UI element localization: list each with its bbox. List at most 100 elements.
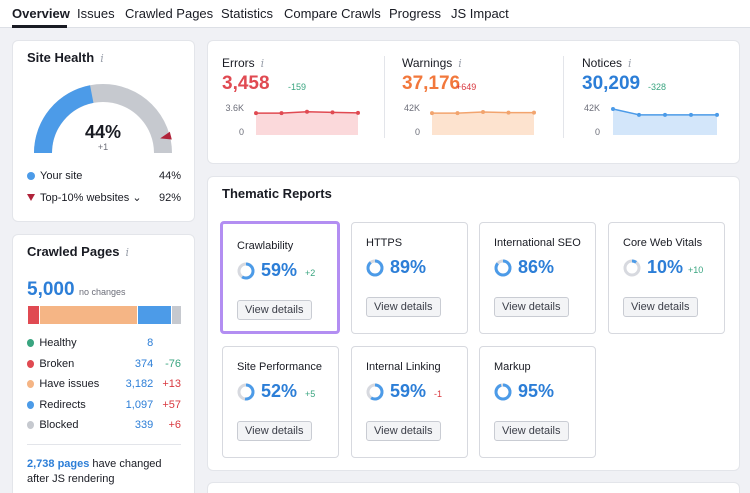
thematic-reports-title: Thematic Reports [222,186,332,201]
page-status-bar [27,306,181,324]
tab-js-impact[interactable]: JS Impact [451,6,509,21]
errors-axis-max: 3.6K [225,103,244,113]
trend-point[interactable] [663,112,667,117]
notices-change: -328 [648,82,667,92]
total-change-note: no changes [79,287,126,297]
notices-axis-max: 42K [583,103,600,113]
progress-ring-icon [366,259,384,277]
tab-statistics[interactable]: Statistics [221,6,274,21]
view-details-button[interactable]: View details [494,297,569,317]
trend-point[interactable] [532,110,536,115]
status-bar-segment [170,306,181,324]
report-core-web-vitals[interactable]: Core Web Vitals 10% +10 View details [608,222,725,334]
trend-point[interactable] [330,110,335,115]
js-rendering-note: 2,738 pages have changed after JS render… [27,458,162,485]
ring-track [623,259,641,277]
status-bar-segment [38,306,137,324]
ring-fill [237,262,255,280]
trend-point[interactable] [715,112,719,117]
report-international-seo[interactable]: International SEO 86% View details [479,222,596,334]
divider [384,56,385,138]
warnings-value[interactable]: 37,176 [402,73,461,94]
notices-value[interactable]: 30,209 [582,73,641,94]
errors-axis-min: 0 [238,127,244,137]
gauge-fill [34,85,94,154]
trend-point[interactable] [506,110,511,115]
issues-metrics-card: Errors i 3,458 -159 3.6K 0 Warnings i 37,1… [207,40,740,164]
errors-trend-chart [254,109,360,135]
trend-point[interactable] [455,111,460,116]
top-sites-marker-icon [160,131,172,140]
green-dot-icon [27,339,35,347]
tab-crawled-pages[interactable]: Crawled Pages [125,6,214,21]
progress-ring-icon [366,383,384,401]
errors-label: Errors i [222,56,265,70]
site-health-value: 44% [84,122,122,142]
warnings-label: Warnings i [402,56,462,70]
status-row-healthy[interactable]: Healthy 8 [27,337,181,349]
trend-area [432,112,534,135]
trend-point[interactable] [279,111,284,116]
status-row-broken[interactable]: Broken 374 -76 [27,358,181,370]
report-site-performance[interactable]: Site Performance 52% +5 View details [222,346,339,458]
red-dot-icon [27,360,35,368]
status-bar-segment [136,306,171,324]
view-details-button[interactable]: View details [237,421,312,441]
view-details-button[interactable]: View details [237,300,312,320]
trend-point[interactable] [481,110,485,115]
trend-point[interactable] [305,109,309,114]
view-details-button[interactable]: View details [366,297,441,317]
tab-overview[interactable]: Overview [12,6,70,21]
ring-fill [366,383,384,401]
top-nav: Overview Issues Crawled Pages Statistics… [0,0,750,28]
status-row-blocked[interactable]: Blocked 339 +6 [27,419,181,431]
progress-ring-icon [623,259,641,277]
trend-point[interactable] [254,111,258,116]
info-icon[interactable]: i [260,57,265,70]
info-icon[interactable]: i [628,57,632,70]
site-health-gauge [34,84,172,154]
tab-progress[interactable]: Progress [389,6,442,21]
site-health-card: Site Health i 44% +1 Your site 44% Top-10… [12,40,195,222]
report-markup[interactable]: Markup 95% View details [479,346,596,458]
trend-point[interactable] [356,110,360,115]
trend-point[interactable] [430,111,434,116]
blue-dot-icon [27,172,35,180]
ring-fill [366,259,384,277]
view-details-button[interactable]: View details [494,421,569,441]
trend-point[interactable] [637,112,641,117]
gray-dot-icon [27,421,35,429]
view-details-button[interactable]: View details [366,421,441,441]
changed-pages-link[interactable]: 2,738 pages [27,458,90,470]
red-triangle-icon [27,194,35,201]
notices-axis-min: 0 [594,127,600,137]
trend-point[interactable] [689,112,693,117]
crawled-pages-total[interactable]: 5,000 [27,279,75,300]
notices-trend-chart [611,106,719,135]
status-row-have-issues[interactable]: Have issues 3,182 +13 [27,378,181,390]
info-icon[interactable]: i [100,52,104,65]
site-health-title: Site Health i [27,50,104,65]
errors-value[interactable]: 3,458 [222,73,270,94]
report-internal-linking[interactable]: Internal Linking 59% -1 View details [351,346,468,458]
crawled-pages-card: Crawled Pages i 5,000 no changes Healthy … [12,234,195,493]
blue-dot-icon [27,401,35,409]
report-https[interactable]: HTTPS 89% View details [351,222,468,334]
view-details-button[interactable]: View details [623,297,698,317]
legend-top-websites[interactable]: Top-10% websites ⌄ 92% [27,191,181,204]
ring-fill [494,383,512,401]
warnings-axis-max: 42K [403,103,420,113]
trend-point[interactable] [611,106,615,111]
divider [563,56,564,138]
errors-change: -159 [288,82,307,92]
info-icon[interactable]: i [458,57,462,70]
warnings-axis-min: 0 [414,127,420,137]
chevron-down-icon[interactable]: ⌄ [132,192,142,204]
report-crawlability[interactable]: Crawlability 59% +2 View details [220,221,340,334]
tab-issues[interactable]: Issues [77,6,115,21]
notices-label: Notices i [582,56,632,70]
status-row-redirects[interactable]: Redirects 1,097 +57 [27,399,181,411]
info-icon[interactable]: i [125,246,130,259]
warnings-trend-chart [430,110,536,135]
tab-compare-crawls[interactable]: Compare Crawls [284,6,381,21]
